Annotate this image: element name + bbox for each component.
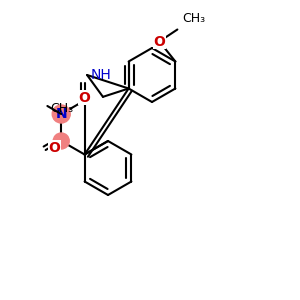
Text: O: O [79, 91, 91, 104]
Text: O: O [153, 34, 165, 49]
Text: NH: NH [91, 68, 112, 82]
Text: CH₃: CH₃ [182, 11, 206, 25]
Circle shape [53, 133, 69, 149]
Text: N: N [56, 107, 67, 121]
Text: O: O [49, 141, 61, 155]
Circle shape [52, 105, 70, 123]
Text: CH₃: CH₃ [50, 101, 74, 115]
